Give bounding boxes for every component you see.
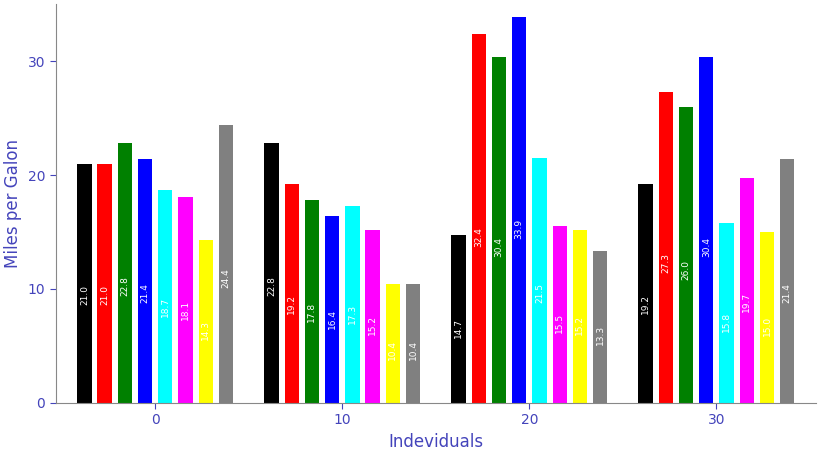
- Bar: [345, 206, 359, 403]
- Bar: [552, 226, 566, 403]
- Bar: [264, 143, 278, 403]
- Bar: [511, 17, 526, 403]
- Text: 21.0: 21.0: [79, 285, 88, 305]
- Text: 13.3: 13.3: [595, 324, 604, 345]
- Text: 22.8: 22.8: [267, 276, 276, 296]
- Bar: [739, 178, 753, 403]
- Text: 19.2: 19.2: [640, 294, 649, 314]
- Text: 15.0: 15.0: [762, 316, 771, 336]
- Text: 24.4: 24.4: [221, 268, 230, 288]
- Bar: [284, 184, 298, 403]
- Text: 30.4: 30.4: [701, 237, 710, 257]
- Text: 26.0: 26.0: [681, 260, 690, 279]
- Bar: [592, 251, 607, 403]
- Text: 21.4: 21.4: [140, 283, 149, 303]
- Text: 21.4: 21.4: [781, 283, 790, 303]
- Text: 16.4: 16.4: [328, 309, 337, 329]
- Text: 21.5: 21.5: [534, 283, 543, 303]
- Bar: [219, 125, 233, 403]
- Bar: [77, 164, 92, 403]
- Bar: [658, 92, 672, 403]
- Bar: [718, 223, 733, 403]
- Bar: [491, 56, 505, 403]
- Text: 17.8: 17.8: [307, 302, 316, 322]
- Bar: [471, 34, 486, 403]
- Text: 14.7: 14.7: [454, 318, 463, 338]
- Bar: [118, 143, 132, 403]
- Bar: [158, 190, 172, 403]
- Y-axis label: Miles per Galon: Miles per Galon: [4, 139, 22, 268]
- Text: 15.8: 15.8: [722, 312, 730, 332]
- Bar: [365, 230, 379, 403]
- Text: 18.1: 18.1: [181, 300, 190, 320]
- Bar: [385, 284, 400, 403]
- Text: 27.3: 27.3: [661, 253, 669, 273]
- Text: 19.2: 19.2: [287, 294, 296, 314]
- Bar: [638, 184, 652, 403]
- Bar: [405, 284, 419, 403]
- Text: 10.4: 10.4: [388, 339, 397, 359]
- Text: 10.4: 10.4: [408, 339, 417, 359]
- Text: 15.2: 15.2: [368, 315, 377, 335]
- Bar: [572, 230, 586, 403]
- Text: 19.7: 19.7: [741, 292, 750, 312]
- Text: 30.4: 30.4: [494, 237, 503, 257]
- Text: 15.2: 15.2: [575, 315, 584, 335]
- Bar: [305, 200, 319, 403]
- Bar: [532, 158, 546, 403]
- Text: 14.3: 14.3: [201, 319, 210, 339]
- Bar: [97, 164, 111, 403]
- Text: 21.0: 21.0: [100, 285, 109, 305]
- Bar: [779, 159, 794, 403]
- Bar: [759, 232, 773, 403]
- Text: 15.5: 15.5: [554, 313, 563, 334]
- Bar: [678, 106, 692, 403]
- Bar: [179, 197, 192, 403]
- X-axis label: Indeviduals: Indeviduals: [387, 433, 482, 451]
- Text: 18.7: 18.7: [161, 297, 170, 317]
- Bar: [699, 56, 713, 403]
- Bar: [198, 240, 213, 403]
- Bar: [450, 235, 465, 403]
- Bar: [324, 216, 339, 403]
- Text: 32.4: 32.4: [473, 227, 482, 247]
- Text: 33.9: 33.9: [514, 219, 523, 239]
- Bar: [138, 159, 152, 403]
- Text: 22.8: 22.8: [120, 276, 129, 296]
- Text: 17.3: 17.3: [347, 304, 356, 324]
